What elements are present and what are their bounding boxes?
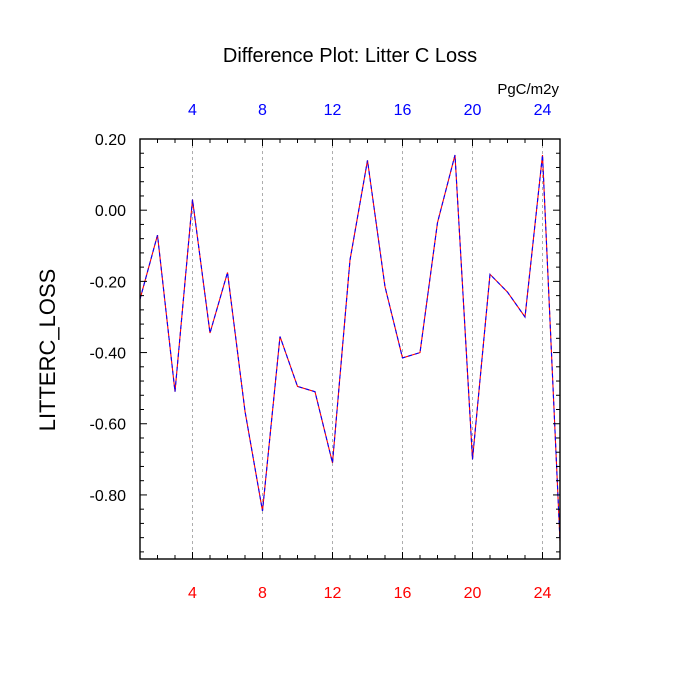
data-point — [524, 316, 525, 317]
data-point — [489, 274, 490, 275]
data-point — [314, 391, 315, 392]
x-tick-label-top: 8 — [258, 102, 267, 119]
data-point — [437, 222, 438, 223]
units-label: PgC/m2y — [497, 81, 559, 98]
data-point — [349, 259, 350, 260]
data-point — [507, 292, 508, 293]
axes — [139, 138, 561, 560]
x-tick-label-top: 12 — [324, 102, 342, 119]
x-tick-label-bottom: 20 — [464, 585, 482, 602]
series-line-overlay-0 — [139, 154, 561, 542]
data-point — [244, 411, 245, 412]
data-point — [279, 336, 280, 337]
x-tick-label-bottom: 4 — [188, 585, 197, 602]
data-point — [367, 160, 368, 161]
y-tick-label: 0.00 — [95, 203, 126, 220]
data-point — [419, 352, 420, 353]
data-point — [227, 272, 228, 273]
y-tick-label: -0.60 — [90, 417, 127, 434]
tick-labels: 0.20 0.00 -0.20 -0.40 -0.60 -0.80 4 4 8 8 12 12 16 16… — [90, 102, 552, 602]
x-tick-label-top: 16 — [394, 102, 412, 119]
data-point — [454, 154, 455, 155]
plot-frame — [139, 138, 561, 560]
y-tick-label: -0.20 — [90, 274, 127, 291]
grid-lines — [192, 139, 543, 559]
x-tick-label-bottom: 12 — [324, 585, 342, 602]
chart-title: Difference Plot: Litter C Loss — [223, 45, 477, 67]
data-point — [192, 199, 193, 200]
data-series — [139, 154, 561, 542]
data-point — [157, 235, 158, 236]
x-tick-label-bottom: 16 — [394, 585, 412, 602]
data-point — [384, 286, 385, 287]
x-tick-label-bottom: 24 — [534, 585, 552, 602]
data-point — [297, 386, 298, 387]
x-tick-label-top: 20 — [464, 102, 482, 119]
data-point — [209, 332, 210, 333]
x-tick-label-top: 4 — [188, 102, 197, 119]
data-point — [262, 510, 263, 511]
y-axis-label: LITTERC_LOSS — [35, 269, 60, 432]
data-point — [472, 459, 473, 460]
tick-marks — [139, 138, 561, 559]
series-line-0 — [139, 154, 561, 542]
data-point — [174, 391, 175, 392]
data-point — [542, 154, 543, 155]
x-tick-label-top: 24 — [534, 102, 552, 119]
y-tick-label: 0.20 — [95, 132, 126, 149]
y-tick-label: -0.40 — [90, 346, 127, 363]
x-tick-label-bottom: 8 — [258, 585, 267, 602]
y-tick-label: -0.80 — [90, 488, 127, 505]
data-point — [402, 357, 403, 358]
data-point — [332, 462, 333, 463]
